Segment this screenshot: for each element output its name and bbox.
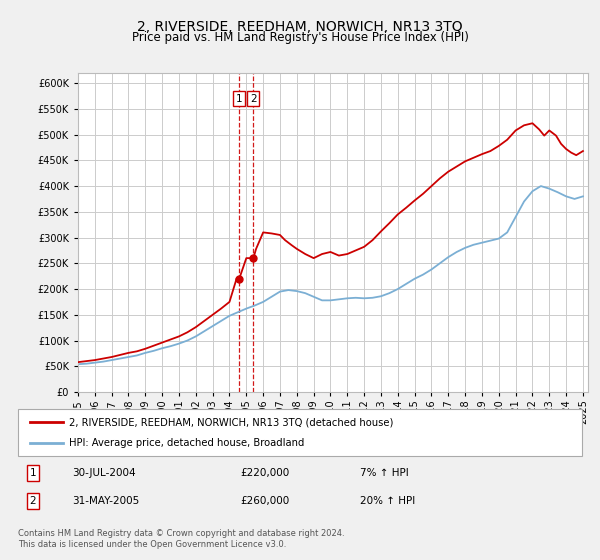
Text: 20% ↑ HPI: 20% ↑ HPI	[360, 496, 415, 506]
Text: HPI: Average price, detached house, Broadland: HPI: Average price, detached house, Broa…	[69, 438, 304, 448]
Text: 1: 1	[236, 94, 242, 104]
Text: 2: 2	[250, 94, 257, 104]
Text: £260,000: £260,000	[240, 496, 289, 506]
Text: £220,000: £220,000	[240, 468, 289, 478]
Text: 31-MAY-2005: 31-MAY-2005	[72, 496, 139, 506]
Text: 7% ↑ HPI: 7% ↑ HPI	[360, 468, 409, 478]
Text: 2, RIVERSIDE, REEDHAM, NORWICH, NR13 3TQ (detached house): 2, RIVERSIDE, REEDHAM, NORWICH, NR13 3TQ…	[69, 417, 394, 427]
Text: Price paid vs. HM Land Registry's House Price Index (HPI): Price paid vs. HM Land Registry's House …	[131, 31, 469, 44]
Text: 1: 1	[29, 468, 37, 478]
Text: Contains HM Land Registry data © Crown copyright and database right 2024.
This d: Contains HM Land Registry data © Crown c…	[18, 529, 344, 549]
Text: 2: 2	[29, 496, 37, 506]
Text: 30-JUL-2004: 30-JUL-2004	[72, 468, 136, 478]
Text: 2, RIVERSIDE, REEDHAM, NORWICH, NR13 3TQ: 2, RIVERSIDE, REEDHAM, NORWICH, NR13 3TQ	[137, 20, 463, 34]
